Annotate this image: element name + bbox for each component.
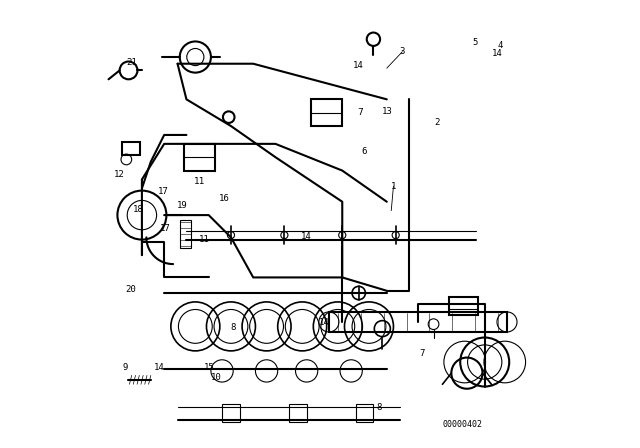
Text: 1: 1	[391, 181, 396, 191]
Text: 2: 2	[434, 118, 439, 127]
Text: 7: 7	[420, 349, 425, 358]
Text: 14: 14	[154, 363, 164, 372]
Text: 4: 4	[498, 41, 503, 51]
Text: 8: 8	[230, 323, 236, 332]
Text: 14: 14	[300, 232, 311, 241]
Text: 15: 15	[204, 363, 215, 372]
Bar	[311, 99, 342, 126]
Text: 17: 17	[158, 187, 169, 196]
Text: 12: 12	[115, 170, 125, 179]
Text: 21: 21	[127, 58, 138, 67]
Text: 10: 10	[211, 373, 222, 382]
Bar	[329, 312, 507, 332]
Bar	[184, 144, 216, 171]
Text: 8: 8	[376, 403, 381, 412]
Text: 13: 13	[381, 108, 392, 116]
Text: 14: 14	[319, 319, 330, 327]
Text: 17: 17	[160, 224, 170, 233]
Bar	[449, 297, 478, 315]
Text: 9: 9	[122, 363, 128, 372]
Text: 11: 11	[199, 235, 210, 244]
Text: 14: 14	[353, 60, 364, 69]
Text: 7: 7	[357, 108, 363, 117]
Text: 3: 3	[399, 47, 405, 56]
Text: 18: 18	[133, 205, 144, 214]
Text: 14: 14	[492, 49, 502, 58]
Bar	[356, 404, 373, 422]
Text: 19: 19	[177, 201, 188, 210]
Text: 00000402: 00000402	[442, 420, 483, 429]
Bar	[289, 404, 307, 422]
Text: 11: 11	[194, 177, 205, 186]
Bar	[222, 404, 240, 422]
Text: 6: 6	[362, 147, 367, 156]
Text: 16: 16	[219, 194, 230, 203]
Text: 20: 20	[125, 285, 136, 294]
Bar	[180, 220, 191, 249]
Text: 5: 5	[472, 38, 477, 47]
Bar	[122, 142, 140, 155]
